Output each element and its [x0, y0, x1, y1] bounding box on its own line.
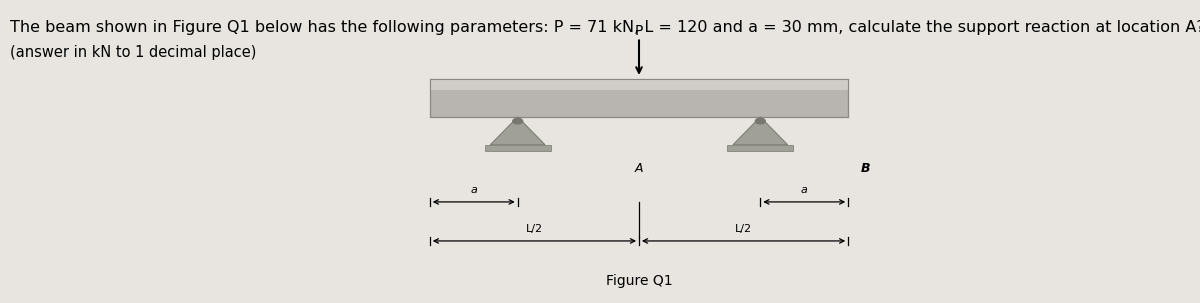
Text: P: P	[635, 24, 643, 38]
Polygon shape	[491, 117, 545, 145]
Text: A: A	[635, 162, 643, 175]
Bar	[430, 79, 848, 90]
Text: B: B	[860, 162, 870, 175]
Text: The beam shown in Figure Q1 below has the following parameters: P = 71 kN, L = 1: The beam shown in Figure Q1 below has th…	[10, 20, 1200, 35]
Circle shape	[755, 118, 766, 124]
Text: (answer in kN to 1 decimal place): (answer in kN to 1 decimal place)	[10, 45, 257, 60]
Bar	[430, 79, 848, 117]
Text: a: a	[800, 185, 808, 195]
Text: L/2: L/2	[526, 224, 542, 234]
Polygon shape	[733, 117, 787, 145]
Circle shape	[512, 118, 523, 124]
Text: L/2: L/2	[736, 224, 752, 234]
Text: Figure Q1: Figure Q1	[606, 274, 672, 288]
Bar	[485, 145, 551, 151]
Bar	[727, 145, 793, 151]
Text: a: a	[470, 185, 478, 195]
